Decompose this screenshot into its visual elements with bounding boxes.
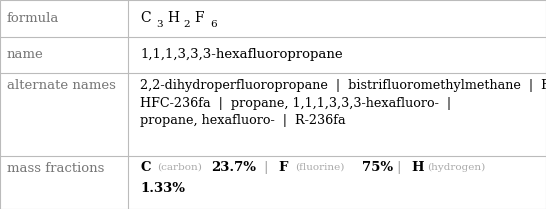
Text: name: name bbox=[7, 48, 43, 61]
Text: C: C bbox=[140, 11, 151, 25]
Text: 2: 2 bbox=[183, 20, 190, 29]
Text: 75%: 75% bbox=[362, 161, 393, 174]
Text: H: H bbox=[411, 161, 424, 174]
Text: 6: 6 bbox=[210, 20, 217, 29]
Text: mass fractions: mass fractions bbox=[7, 162, 104, 175]
Text: 23.7%: 23.7% bbox=[211, 161, 257, 174]
Text: 1,1,1,3,3,3-hexafluoropropane: 1,1,1,3,3,3-hexafluoropropane bbox=[140, 48, 343, 61]
Text: |: | bbox=[396, 161, 400, 174]
Text: (hydrogen): (hydrogen) bbox=[428, 163, 485, 172]
Text: F: F bbox=[278, 161, 288, 174]
Text: 3: 3 bbox=[156, 20, 163, 29]
Text: alternate names: alternate names bbox=[7, 79, 115, 92]
Text: 1.33%: 1.33% bbox=[140, 182, 185, 195]
Text: (fluorine): (fluorine) bbox=[295, 163, 345, 172]
Text: 2,2-dihydroperfluoropropane  |  bistrifluoromethylmethane  |  Freon 236fa  |
HFC: 2,2-dihydroperfluoropropane | bistrifluo… bbox=[140, 79, 546, 127]
Text: (carbon): (carbon) bbox=[157, 163, 201, 172]
Text: |: | bbox=[263, 161, 268, 174]
Text: formula: formula bbox=[7, 12, 59, 25]
Text: F: F bbox=[194, 11, 204, 25]
Text: C: C bbox=[140, 161, 151, 174]
Text: H: H bbox=[167, 11, 179, 25]
